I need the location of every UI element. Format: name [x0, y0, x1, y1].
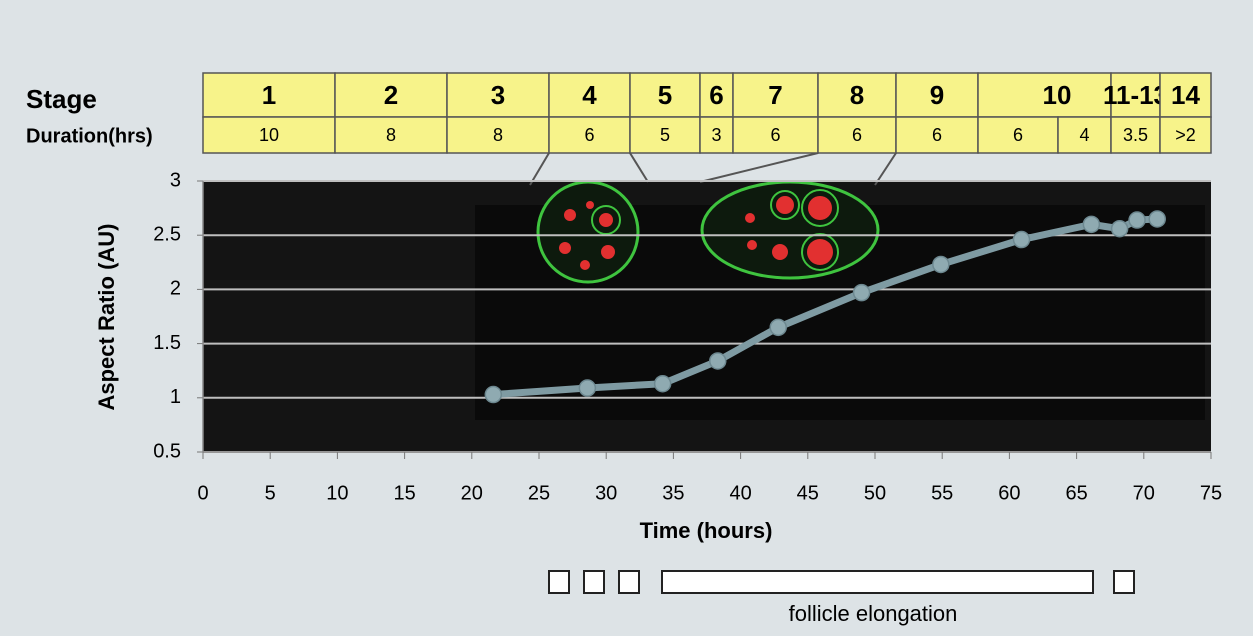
data-point [1129, 212, 1145, 228]
stage-row-label: Stage [26, 84, 97, 114]
y-tick-label: 2 [170, 278, 181, 300]
x-tick-label: 0 [197, 482, 208, 504]
stage-label: 14 [1171, 80, 1200, 110]
data-point [1013, 232, 1029, 248]
y-tick-label: 2.5 [153, 223, 181, 245]
duration-label: 6 [852, 125, 862, 145]
period-boxes [549, 571, 1134, 593]
data-point [770, 319, 786, 335]
duration-label: 6 [770, 125, 780, 145]
stage-label: 6 [709, 80, 723, 110]
y-tick-label: 3 [170, 169, 181, 191]
y-axis-title: Aspect Ratio (AU) [94, 223, 119, 410]
x-tick-label: 20 [461, 482, 483, 504]
duration-label: 5 [660, 125, 670, 145]
y-tick-label: 1 [170, 386, 181, 408]
duration-label: 8 [493, 125, 503, 145]
x-tick-label: 40 [729, 482, 751, 504]
x-tick-label: 60 [998, 482, 1020, 504]
page: Stage Duration(hrs) Aspect Ratio (AU) Ti… [0, 0, 1253, 636]
x-tick-label: 15 [393, 482, 415, 504]
data-point [933, 256, 949, 272]
data-point [579, 380, 595, 396]
data-point [1083, 216, 1099, 232]
annotation: follicle elongation [789, 601, 958, 626]
x-axis-title: Time (hours) [640, 518, 773, 543]
stage-label: 1 [262, 80, 276, 110]
stage-label: 9 [930, 80, 944, 110]
data-point [1149, 211, 1165, 227]
duration-label: >2 [1175, 125, 1196, 145]
stage-label: 4 [582, 80, 597, 110]
duration-label: 6 [584, 125, 594, 145]
duration-label: 3.5 [1123, 125, 1148, 145]
data-point [1112, 221, 1128, 237]
x-tick-label: 30 [595, 482, 617, 504]
data-point [485, 387, 501, 403]
data-point [710, 353, 726, 369]
duration-label: 6 [932, 125, 942, 145]
stage-label: 8 [850, 80, 864, 110]
x-tick-label: 50 [864, 482, 886, 504]
stage-label: 2 [384, 80, 398, 110]
x-tick-label: 25 [528, 482, 550, 504]
data-point [655, 376, 671, 392]
stage-label: 5 [658, 80, 672, 110]
x-tick-label: 70 [1133, 482, 1155, 504]
x-tick-label: 65 [1065, 482, 1087, 504]
chart: Stage Duration(hrs) Aspect Ratio (AU) Ti… [0, 0, 1253, 636]
y-tick-label: 0.5 [153, 440, 181, 462]
duration-label: 3 [711, 125, 721, 145]
duration-label: 10 [259, 125, 279, 145]
x-tick-label: 35 [662, 482, 684, 504]
duration-label: 8 [386, 125, 396, 145]
duration-label: 6 [1013, 125, 1023, 145]
x-tick-label: 5 [265, 482, 276, 504]
stage-label: 10 [1043, 80, 1072, 110]
x-tick-label: 45 [797, 482, 819, 504]
duration-row-label: Duration(hrs) [26, 125, 153, 147]
x-tick-label: 55 [931, 482, 953, 504]
stage-label: 11-13 [1103, 80, 1168, 110]
stage-label: 3 [491, 80, 505, 110]
stage-label: 7 [768, 80, 782, 110]
duration-label: 4 [1079, 125, 1089, 145]
y-tick-label: 1.5 [153, 332, 181, 354]
x-tick-label: 75 [1200, 482, 1222, 504]
x-tick-label: 10 [326, 482, 348, 504]
data-point [854, 285, 870, 301]
